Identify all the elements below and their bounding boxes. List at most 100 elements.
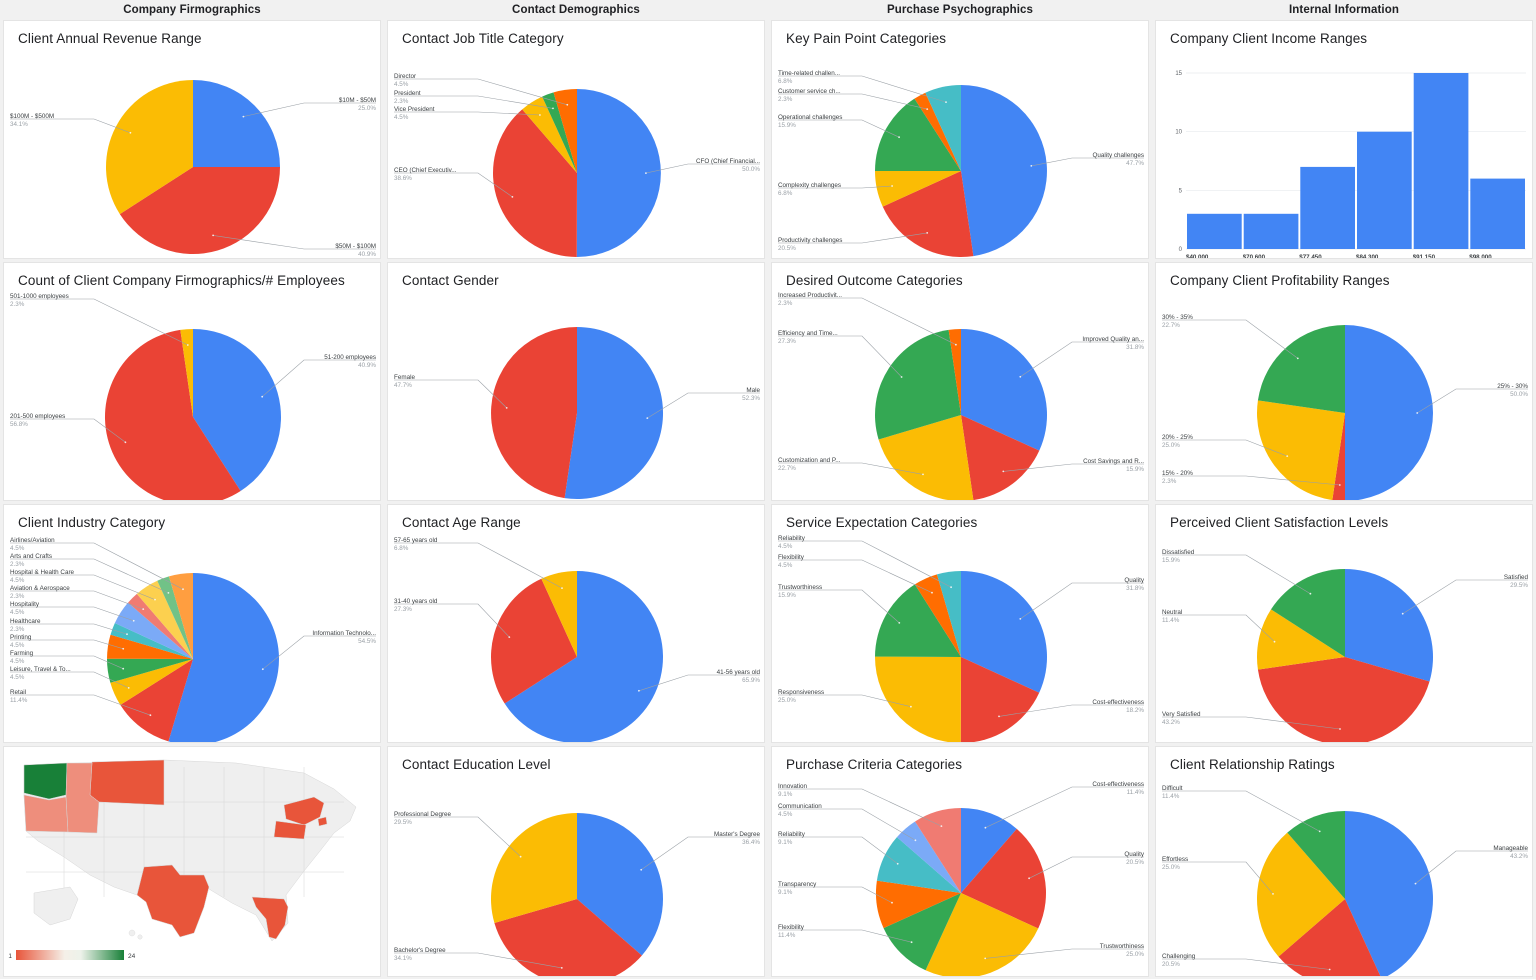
svg-text:Customer service ch...: Customer service ch... bbox=[778, 88, 841, 95]
svg-text:Reliability: Reliability bbox=[778, 535, 806, 542]
svg-text:4.5%: 4.5% bbox=[394, 81, 409, 88]
panel-title: Contact Gender bbox=[402, 273, 499, 288]
panel-contact-job-title[interactable]: Contact Job Title Category CFO (Chief Fi… bbox=[387, 20, 765, 259]
pie-chart-client-industry[interactable]: Information Technolo... 54.5% Retail 11.4% L… bbox=[4, 505, 380, 742]
svg-text:Difficult: Difficult bbox=[1162, 785, 1183, 792]
svg-text:Trustworthiness: Trustworthiness bbox=[778, 584, 822, 591]
svg-text:Reliability: Reliability bbox=[778, 831, 806, 838]
svg-text:Cost-effectiveness: Cost-effectiveness bbox=[1092, 699, 1144, 706]
panel-grid: Client Annual Revenue Range $10M - $50M 2… bbox=[0, 20, 1536, 980]
panel-count-employees[interactable]: Count of Client Company Firmographics/# … bbox=[3, 262, 381, 501]
svg-text:Quality: Quality bbox=[1124, 577, 1144, 584]
svg-text:Cost-effectiveness: Cost-effectiveness bbox=[1092, 781, 1144, 788]
svg-text:Farming: Farming bbox=[10, 650, 34, 657]
svg-text:15.9%: 15.9% bbox=[1162, 557, 1180, 564]
svg-text:25.0%: 25.0% bbox=[1162, 864, 1180, 871]
svg-text:Hospital & Health Care: Hospital & Health Care bbox=[10, 569, 75, 576]
svg-text:Complexity challenges: Complexity challenges bbox=[778, 182, 841, 189]
svg-text:CEO (Chief Executiv...: CEO (Chief Executiv... bbox=[394, 167, 457, 174]
svg-text:Productivity challenges: Productivity challenges bbox=[778, 237, 842, 244]
panel-key-pain-point[interactable]: Key Pain Point Categories Quality challe… bbox=[771, 20, 1149, 259]
svg-text:Flexibility: Flexibility bbox=[778, 924, 805, 931]
bar-chart-company-client-income[interactable]: 0 5 10 15 $40,000 $70,600 $77,450 $84,300 $91,15… bbox=[1156, 21, 1532, 258]
panel-contact-gender[interactable]: Contact Gender Male 52.3% Female 47.7% bbox=[387, 262, 765, 501]
svg-text:2.3%: 2.3% bbox=[10, 301, 25, 308]
svg-text:Leisure, Travel & To...: Leisure, Travel & To... bbox=[10, 666, 71, 673]
svg-text:Neutral: Neutral bbox=[1162, 609, 1182, 616]
svg-text:36.4%: 36.4% bbox=[742, 839, 760, 846]
svg-text:Director: Director bbox=[394, 73, 416, 80]
svg-text:9.1%: 9.1% bbox=[778, 791, 793, 798]
panel-title: Contact Job Title Category bbox=[402, 31, 564, 46]
svg-text:31-40 years old: 31-40 years old bbox=[394, 598, 438, 605]
pie-chart-key-pain-point[interactable]: Quality challenges 47.7% Productivity chal… bbox=[772, 21, 1148, 258]
geo-chart-client-states[interactable]: 1 24 bbox=[4, 747, 380, 976]
svg-text:57-65 years old: 57-65 years old bbox=[394, 537, 438, 544]
panel-client-annual-revenue[interactable]: Client Annual Revenue Range $10M - $50M 2… bbox=[3, 20, 381, 259]
svg-text:6.8%: 6.8% bbox=[394, 545, 409, 552]
svg-text:$100M - $500M: $100M - $500M bbox=[10, 113, 54, 120]
svg-text:Very Satisfied: Very Satisfied bbox=[1162, 711, 1201, 718]
panel-client-relationship[interactable]: Client Relationship Ratings Manageable 43… bbox=[1155, 746, 1533, 977]
column-header-label: Purchase Psychographics bbox=[886, 4, 1034, 16]
svg-text:Quality: Quality bbox=[1124, 851, 1144, 858]
svg-text:Master's Degree: Master's Degree bbox=[714, 831, 760, 838]
svg-text:29.5%: 29.5% bbox=[394, 819, 412, 826]
svg-text:43.2%: 43.2% bbox=[1510, 853, 1528, 860]
panel-title: Perceived Client Satisfaction Levels bbox=[1170, 515, 1389, 530]
pie-chart-contact-education[interactable]: Master's Degree 36.4% Bachelor's Degree 34.… bbox=[388, 747, 764, 976]
pie-chart-client-profitability[interactable]: 25% - 30% 50.0% 15% - 20% 2.3% 20% - 25% 25.0… bbox=[1156, 263, 1532, 500]
svg-text:Healthcare: Healthcare bbox=[10, 618, 41, 625]
svg-text:2.3%: 2.3% bbox=[394, 98, 409, 105]
pie-chart-contact-gender[interactable]: Male 52.3% Female 47.7% bbox=[388, 263, 764, 500]
pie-chart-client-annual-revenue[interactable]: $10M - $50M 25.0% $50M - $100M 40.9% $100M -… bbox=[4, 21, 380, 258]
svg-text:Responsiveness: Responsiveness bbox=[778, 689, 824, 696]
svg-text:501-1000 employees: 501-1000 employees bbox=[10, 293, 69, 300]
pie-chart-contact-job-title[interactable]: CFO (Chief Financial... 50.0% CEO (Chief E… bbox=[388, 21, 764, 258]
panel-purchase-criteria[interactable]: Purchase Criteria Categories Cost-effect… bbox=[771, 746, 1149, 977]
svg-text:15.9%: 15.9% bbox=[1126, 466, 1144, 473]
svg-text:51-200 employees: 51-200 employees bbox=[324, 354, 376, 361]
svg-text:Retail: Retail bbox=[10, 689, 26, 696]
panel-client-industry[interactable]: Client Industry Category Information Tec… bbox=[3, 504, 381, 743]
panel-client-satisfaction[interactable]: Perceived Client Satisfaction Levels Sat… bbox=[1155, 504, 1533, 743]
panel-service-expectation[interactable]: Service Expectation Categories Quality 31… bbox=[771, 504, 1149, 743]
svg-text:Female: Female bbox=[394, 374, 415, 381]
pie-chart-desired-outcome[interactable]: Improved Quality an... 31.8% Cost Savings … bbox=[772, 263, 1148, 500]
pie-chart-client-satisfaction[interactable]: Satisfied 29.5% Very Satisfied 43.2% Neutral… bbox=[1156, 505, 1532, 742]
pie-chart-purchase-criteria[interactable]: Cost-effectiveness 11.4% Quality 20.5% Trust… bbox=[772, 747, 1148, 976]
svg-text:Aviation & Aerospace: Aviation & Aerospace bbox=[10, 585, 70, 592]
pie-chart-client-relationship[interactable]: Manageable 43.2% Challenging 20.5% Effortles… bbox=[1156, 747, 1532, 976]
panel-title: Company Client Income Ranges bbox=[1170, 31, 1368, 46]
svg-text:20.5%: 20.5% bbox=[778, 245, 796, 252]
panel-company-client-income[interactable]: Company Client Income Ranges 0 5 10 15 $40,0… bbox=[1155, 20, 1533, 259]
svg-text:25.0%: 25.0% bbox=[1126, 951, 1144, 958]
panel-client-profitability[interactable]: Company Client Profitability Ranges 25% … bbox=[1155, 262, 1533, 501]
svg-text:2.3%: 2.3% bbox=[778, 96, 793, 103]
panel-contact-education[interactable]: Contact Education Level Master's Degree 3… bbox=[387, 746, 765, 977]
panel-title: Client Annual Revenue Range bbox=[18, 31, 202, 46]
pie-chart-contact-age[interactable]: 41-56 years old 65.9% 31-40 years old 27.3%… bbox=[388, 505, 764, 742]
svg-text:Effortless: Effortless bbox=[1162, 856, 1188, 863]
svg-text:Vice President: Vice President bbox=[394, 106, 435, 113]
svg-text:11.4%: 11.4% bbox=[1162, 617, 1180, 624]
svg-text:11.4%: 11.4% bbox=[1127, 789, 1145, 796]
svg-text:Communication: Communication bbox=[778, 803, 822, 810]
svg-text:Manageable: Manageable bbox=[1493, 845, 1528, 852]
panel-client-state-map[interactable]: 1 24 bbox=[3, 746, 381, 977]
panel-title: Key Pain Point Categories bbox=[786, 31, 947, 46]
svg-text:6.8%: 6.8% bbox=[778, 78, 793, 85]
svg-text:$40,000: $40,000 bbox=[1186, 254, 1209, 259]
svg-text:20.5%: 20.5% bbox=[1162, 961, 1180, 968]
pie-chart-service-expectation[interactable]: Quality 31.8% Cost-effectiveness 18.2% Respo… bbox=[772, 505, 1148, 742]
svg-text:Time-related challen...: Time-related challen... bbox=[778, 70, 840, 77]
svg-text:0: 0 bbox=[1179, 247, 1183, 253]
panel-contact-age[interactable]: Contact Age Range 41-56 years old 65.9% 31… bbox=[387, 504, 765, 743]
pie-chart-count-employees[interactable]: 51-200 employees 40.9% 201-500 employees 56… bbox=[4, 263, 380, 500]
svg-text:Professional Degree: Professional Degree bbox=[394, 811, 452, 818]
svg-text:$98,000: $98,000 bbox=[1469, 254, 1492, 259]
panel-desired-outcome[interactable]: Desired Outcome Categories Improved Qual… bbox=[771, 262, 1149, 501]
svg-text:$50M - $100M: $50M - $100M bbox=[335, 243, 376, 250]
svg-text:22.7%: 22.7% bbox=[778, 465, 796, 472]
svg-text:President: President bbox=[394, 90, 421, 97]
